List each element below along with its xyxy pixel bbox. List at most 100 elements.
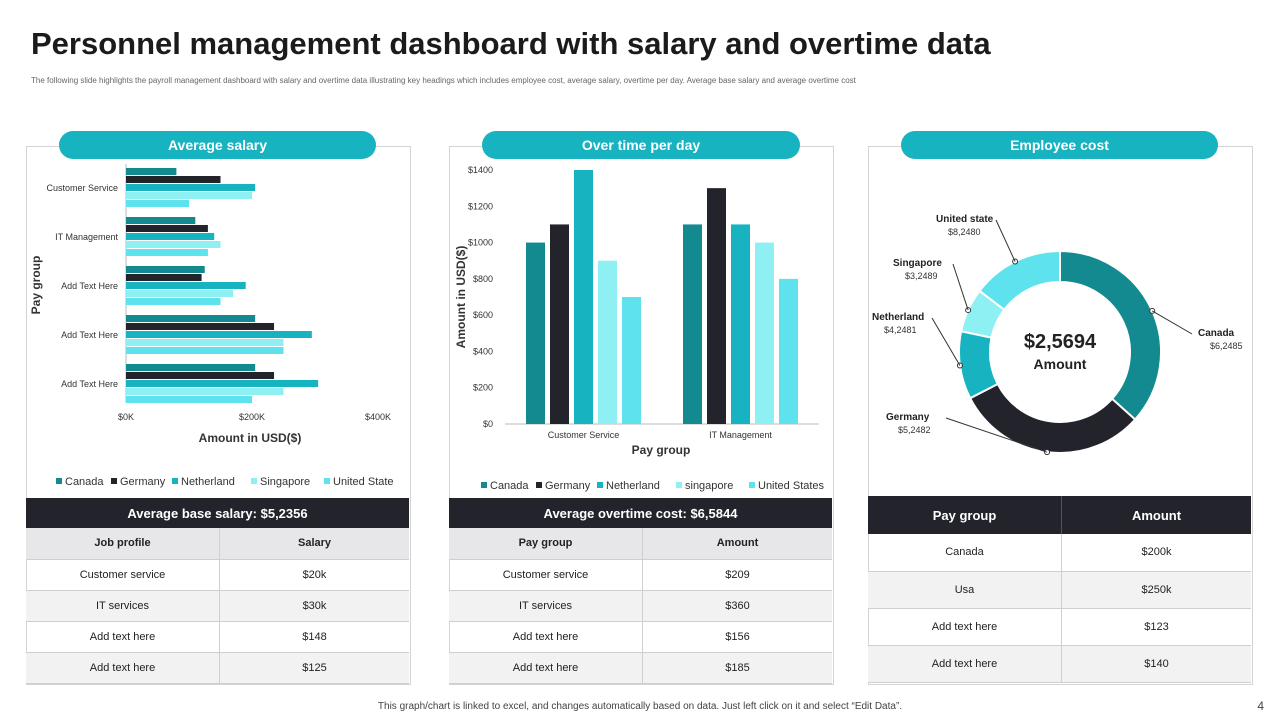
table-row: Add text here $125 <box>26 652 409 684</box>
bar-germany <box>550 224 569 424</box>
x-tick-label: $400K <box>365 412 391 422</box>
bar-canada <box>126 364 256 371</box>
salary-col-job-profile: Job profile <box>26 528 220 560</box>
slice-leader-line <box>945 417 1048 453</box>
bar-germany <box>126 176 221 183</box>
bar-singapore <box>126 192 252 199</box>
legend-label: Canada <box>65 476 104 488</box>
bar-netherland <box>126 380 319 387</box>
legend-label: Germany <box>545 480 591 492</box>
donut-slice-united-state <box>978 249 1061 312</box>
slice-name-label: Singapore <box>893 258 942 269</box>
bar-netherland <box>731 224 750 424</box>
salary-table: Job profile Salary Customer service $20k … <box>26 528 409 684</box>
bar-netherland <box>126 184 256 191</box>
legend-label: singapore <box>685 480 733 492</box>
employee-cost-col-pay-group: Pay group <box>932 507 997 523</box>
table-row: Add text here $123 <box>868 608 1251 646</box>
bar-germany <box>126 274 202 281</box>
legend-swatch <box>56 478 62 484</box>
slice-name-label: Germany <box>886 412 930 423</box>
slice-leader-line <box>931 317 961 366</box>
legend-swatch <box>536 482 542 488</box>
overtime-header: Over time per day <box>482 131 800 159</box>
slice-value-label: $4,2481 <box>884 325 917 335</box>
bar-united-state <box>126 298 221 305</box>
legend-label: Netherland <box>181 476 235 488</box>
bar-germany <box>707 188 726 424</box>
y-axis-title: Amount in USD($) <box>454 246 468 349</box>
legend-swatch <box>111 478 117 484</box>
legend-swatch <box>172 478 178 484</box>
employee-cost-col-amount: Amount <box>1061 496 1251 534</box>
x-tick-label: $0K <box>118 412 134 422</box>
donut-slice-germany <box>968 382 1137 454</box>
slice-name-label: Netherland <box>872 312 924 323</box>
bar-united-states <box>779 278 798 424</box>
bar-singapore <box>126 388 284 395</box>
bar-germany <box>126 225 208 232</box>
bar-netherland <box>126 282 246 289</box>
donut-center-label: Amount <box>1034 356 1087 372</box>
bar-united-states <box>622 297 641 424</box>
y-tick-label: Add Text Here <box>61 330 118 340</box>
slice-name-label: United state <box>936 214 994 225</box>
average-base-salary-summary: Average base salary: $5,2356 <box>26 498 409 528</box>
y-tick-label: $1400 <box>468 165 493 175</box>
average-salary-header: Average salary <box>59 131 376 159</box>
y-axis-title: Pay group <box>29 256 43 315</box>
table-row: Add text here $156 <box>449 621 832 653</box>
slice-value-label: $6,2485 <box>1210 341 1243 351</box>
bar-singapore <box>598 260 617 424</box>
bar-germany <box>126 323 275 330</box>
page-subtitle: The following slide highlights the payro… <box>31 76 856 85</box>
slice-value-label: $3,2489 <box>905 271 938 281</box>
x-tick-label: $200K <box>239 412 265 422</box>
bar-singapore <box>126 290 234 297</box>
legend-label: Canada <box>490 480 529 492</box>
bar-canada <box>126 168 177 175</box>
y-tick-label: $0 <box>483 419 493 429</box>
slice-marker <box>965 307 972 314</box>
footer-note: This graph/chart is linked to excel, and… <box>377 701 903 712</box>
bar-canada <box>526 242 545 424</box>
table-row: Add text here $185 <box>449 652 832 684</box>
employee-cost-header: Employee cost <box>901 131 1218 159</box>
bar-singapore <box>126 339 284 346</box>
average-salary-chart: Customer Service IT Management Add Text He… <box>29 164 394 488</box>
table-row: Add text here $140 <box>868 645 1251 683</box>
y-tick-label: $600 <box>473 310 493 320</box>
bar-canada <box>126 217 196 224</box>
x-axis-title: Amount in USD($) <box>199 431 302 445</box>
overtime-col-pay-group: Pay group <box>449 528 643 560</box>
slice-marker <box>1012 258 1019 265</box>
table-row: Customer service $20k <box>26 559 409 591</box>
legend-swatch <box>597 482 603 488</box>
slice-marker <box>1044 449 1051 456</box>
table-row: Canada $200k <box>868 534 1251 572</box>
legend-label: Germany <box>120 476 166 488</box>
y-tick-label: $1000 <box>468 238 493 248</box>
donut-center-value: $2,5694 <box>1024 331 1097 353</box>
x-axis-title: Pay group <box>632 443 691 457</box>
average-overtime-cost-summary: Average overtime cost: $6,5844 <box>449 498 832 528</box>
employee-cost-donut-chart: Canada $6,2485 Germany $5,2482 Netherland $4,… <box>872 214 1243 456</box>
legend-swatch <box>481 482 487 488</box>
overtime-col-amount: Amount <box>642 528 832 560</box>
slice-leader-line <box>952 263 969 311</box>
bar-netherland <box>126 331 312 338</box>
legend-swatch <box>676 482 682 488</box>
bar-united-state <box>126 347 284 354</box>
y-tick-label: $800 <box>473 274 493 284</box>
overtime-chart: $0 $200 $400 $600 $800 $1000 $1200 $1400 Custome… <box>454 165 825 492</box>
x-tick-label: IT Management <box>709 430 772 440</box>
page-number: 4 <box>1257 699 1264 713</box>
legend-label: Singapore <box>260 476 310 488</box>
slice-leader-line <box>995 219 1016 262</box>
table-row: IT services $30k <box>26 590 409 622</box>
slice-leader-line <box>1152 310 1193 335</box>
y-tick-label: $200 <box>473 383 493 393</box>
y-tick-label: Customer Service <box>46 183 118 193</box>
employee-cost-table: Pay group Amount Canada $200k Usa $250k Ad… <box>868 496 1251 683</box>
bar-united-state <box>126 396 252 403</box>
